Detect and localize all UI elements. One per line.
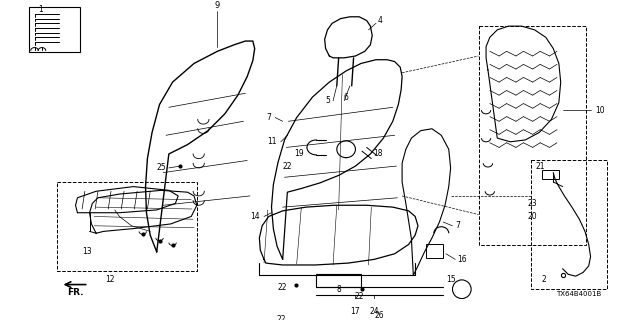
Text: 18: 18	[373, 149, 383, 158]
Text: 6: 6	[344, 93, 349, 102]
Text: 21: 21	[536, 162, 545, 171]
Text: 2: 2	[541, 276, 547, 284]
Bar	[426, 244, 443, 258]
Text: 20: 20	[528, 212, 538, 221]
Text: 26: 26	[375, 311, 385, 320]
Text: 15: 15	[446, 276, 456, 284]
Text: 14: 14	[250, 212, 259, 221]
Text: 22: 22	[355, 292, 364, 301]
Text: 4: 4	[377, 16, 382, 25]
Bar	[542, 170, 559, 179]
Bar	[531, 160, 607, 289]
Text: 23: 23	[528, 199, 538, 208]
Text: 13: 13	[82, 247, 92, 256]
Text: 8: 8	[336, 285, 341, 294]
Text: 12: 12	[106, 276, 115, 284]
Bar	[57, 182, 197, 271]
Text: 19: 19	[294, 149, 304, 158]
Text: 7: 7	[266, 113, 271, 122]
Bar	[316, 274, 361, 287]
Text: 22: 22	[278, 283, 287, 292]
Text: 10: 10	[595, 106, 605, 115]
Text: 25: 25	[156, 164, 166, 172]
Bar	[29, 7, 80, 52]
Text: 17: 17	[351, 307, 360, 316]
Text: 22: 22	[283, 162, 292, 171]
Text: 24: 24	[369, 307, 379, 316]
Text: 22: 22	[276, 315, 285, 320]
Text: 16: 16	[457, 255, 467, 264]
Bar	[479, 26, 586, 245]
Text: TX64B4001B: TX64B4001B	[557, 291, 602, 297]
Text: 1: 1	[38, 5, 43, 14]
Text: FR.: FR.	[67, 288, 84, 297]
Text: 11: 11	[267, 137, 276, 146]
Text: 9: 9	[215, 1, 220, 10]
Text: 7: 7	[456, 221, 461, 230]
Text: 5: 5	[325, 96, 330, 105]
